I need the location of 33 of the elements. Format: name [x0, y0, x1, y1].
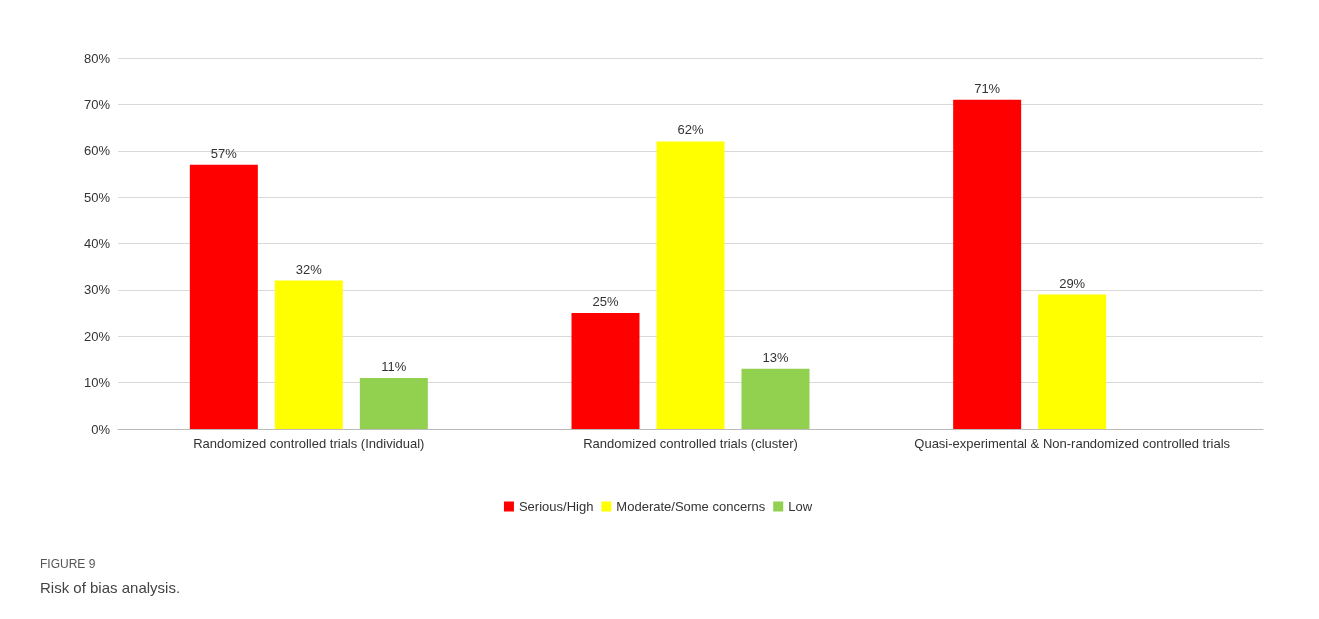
- x-tick-label: Quasi-experimental & Non-randomized controlled trials: [914, 436, 1231, 451]
- y-tick-label: 0%: [91, 421, 111, 437]
- bar: [274, 280, 343, 429]
- y-tick-label: 50%: [83, 189, 111, 205]
- bar: [189, 164, 258, 429]
- data-label: 62%: [677, 122, 704, 138]
- x-tick-label: Randomized controlled trials (Individual): [193, 436, 425, 451]
- legend-label: Serious/High: [518, 499, 594, 514]
- y-tick-label: 60%: [83, 143, 111, 159]
- y-tick-label: 40%: [83, 236, 111, 251]
- bar: [571, 313, 640, 429]
- bar: [741, 368, 810, 429]
- data-label: 32%: [295, 261, 323, 277]
- y-tick-label: 70%: [83, 96, 111, 112]
- data-label: 71%: [974, 80, 1001, 96]
- data-label: 29%: [1059, 275, 1086, 291]
- bar: [656, 141, 725, 429]
- bar: [359, 377, 428, 429]
- data-label: 57%: [210, 145, 238, 161]
- caption: FIGURE 9: [40, 557, 96, 571]
- bar: [953, 99, 1022, 429]
- y-tick-label: 30%: [83, 282, 111, 298]
- data-label: 13%: [762, 349, 789, 365]
- bar: [1038, 294, 1107, 429]
- data-label: 11%: [381, 358, 407, 374]
- text: Risk of bias analysis.: [40, 579, 181, 596]
- x-tick-label: Randomized controlled trials (cluster): [583, 436, 798, 451]
- y-tick-label: 80%: [83, 50, 111, 66]
- y-tick-label: 10%: [83, 375, 111, 391]
- legend-label: Low: [788, 499, 813, 514]
- data-label: 25%: [592, 294, 619, 310]
- legend-label: Moderate/Some concerns: [616, 499, 766, 514]
- y-tick-label: 20%: [83, 328, 111, 344]
